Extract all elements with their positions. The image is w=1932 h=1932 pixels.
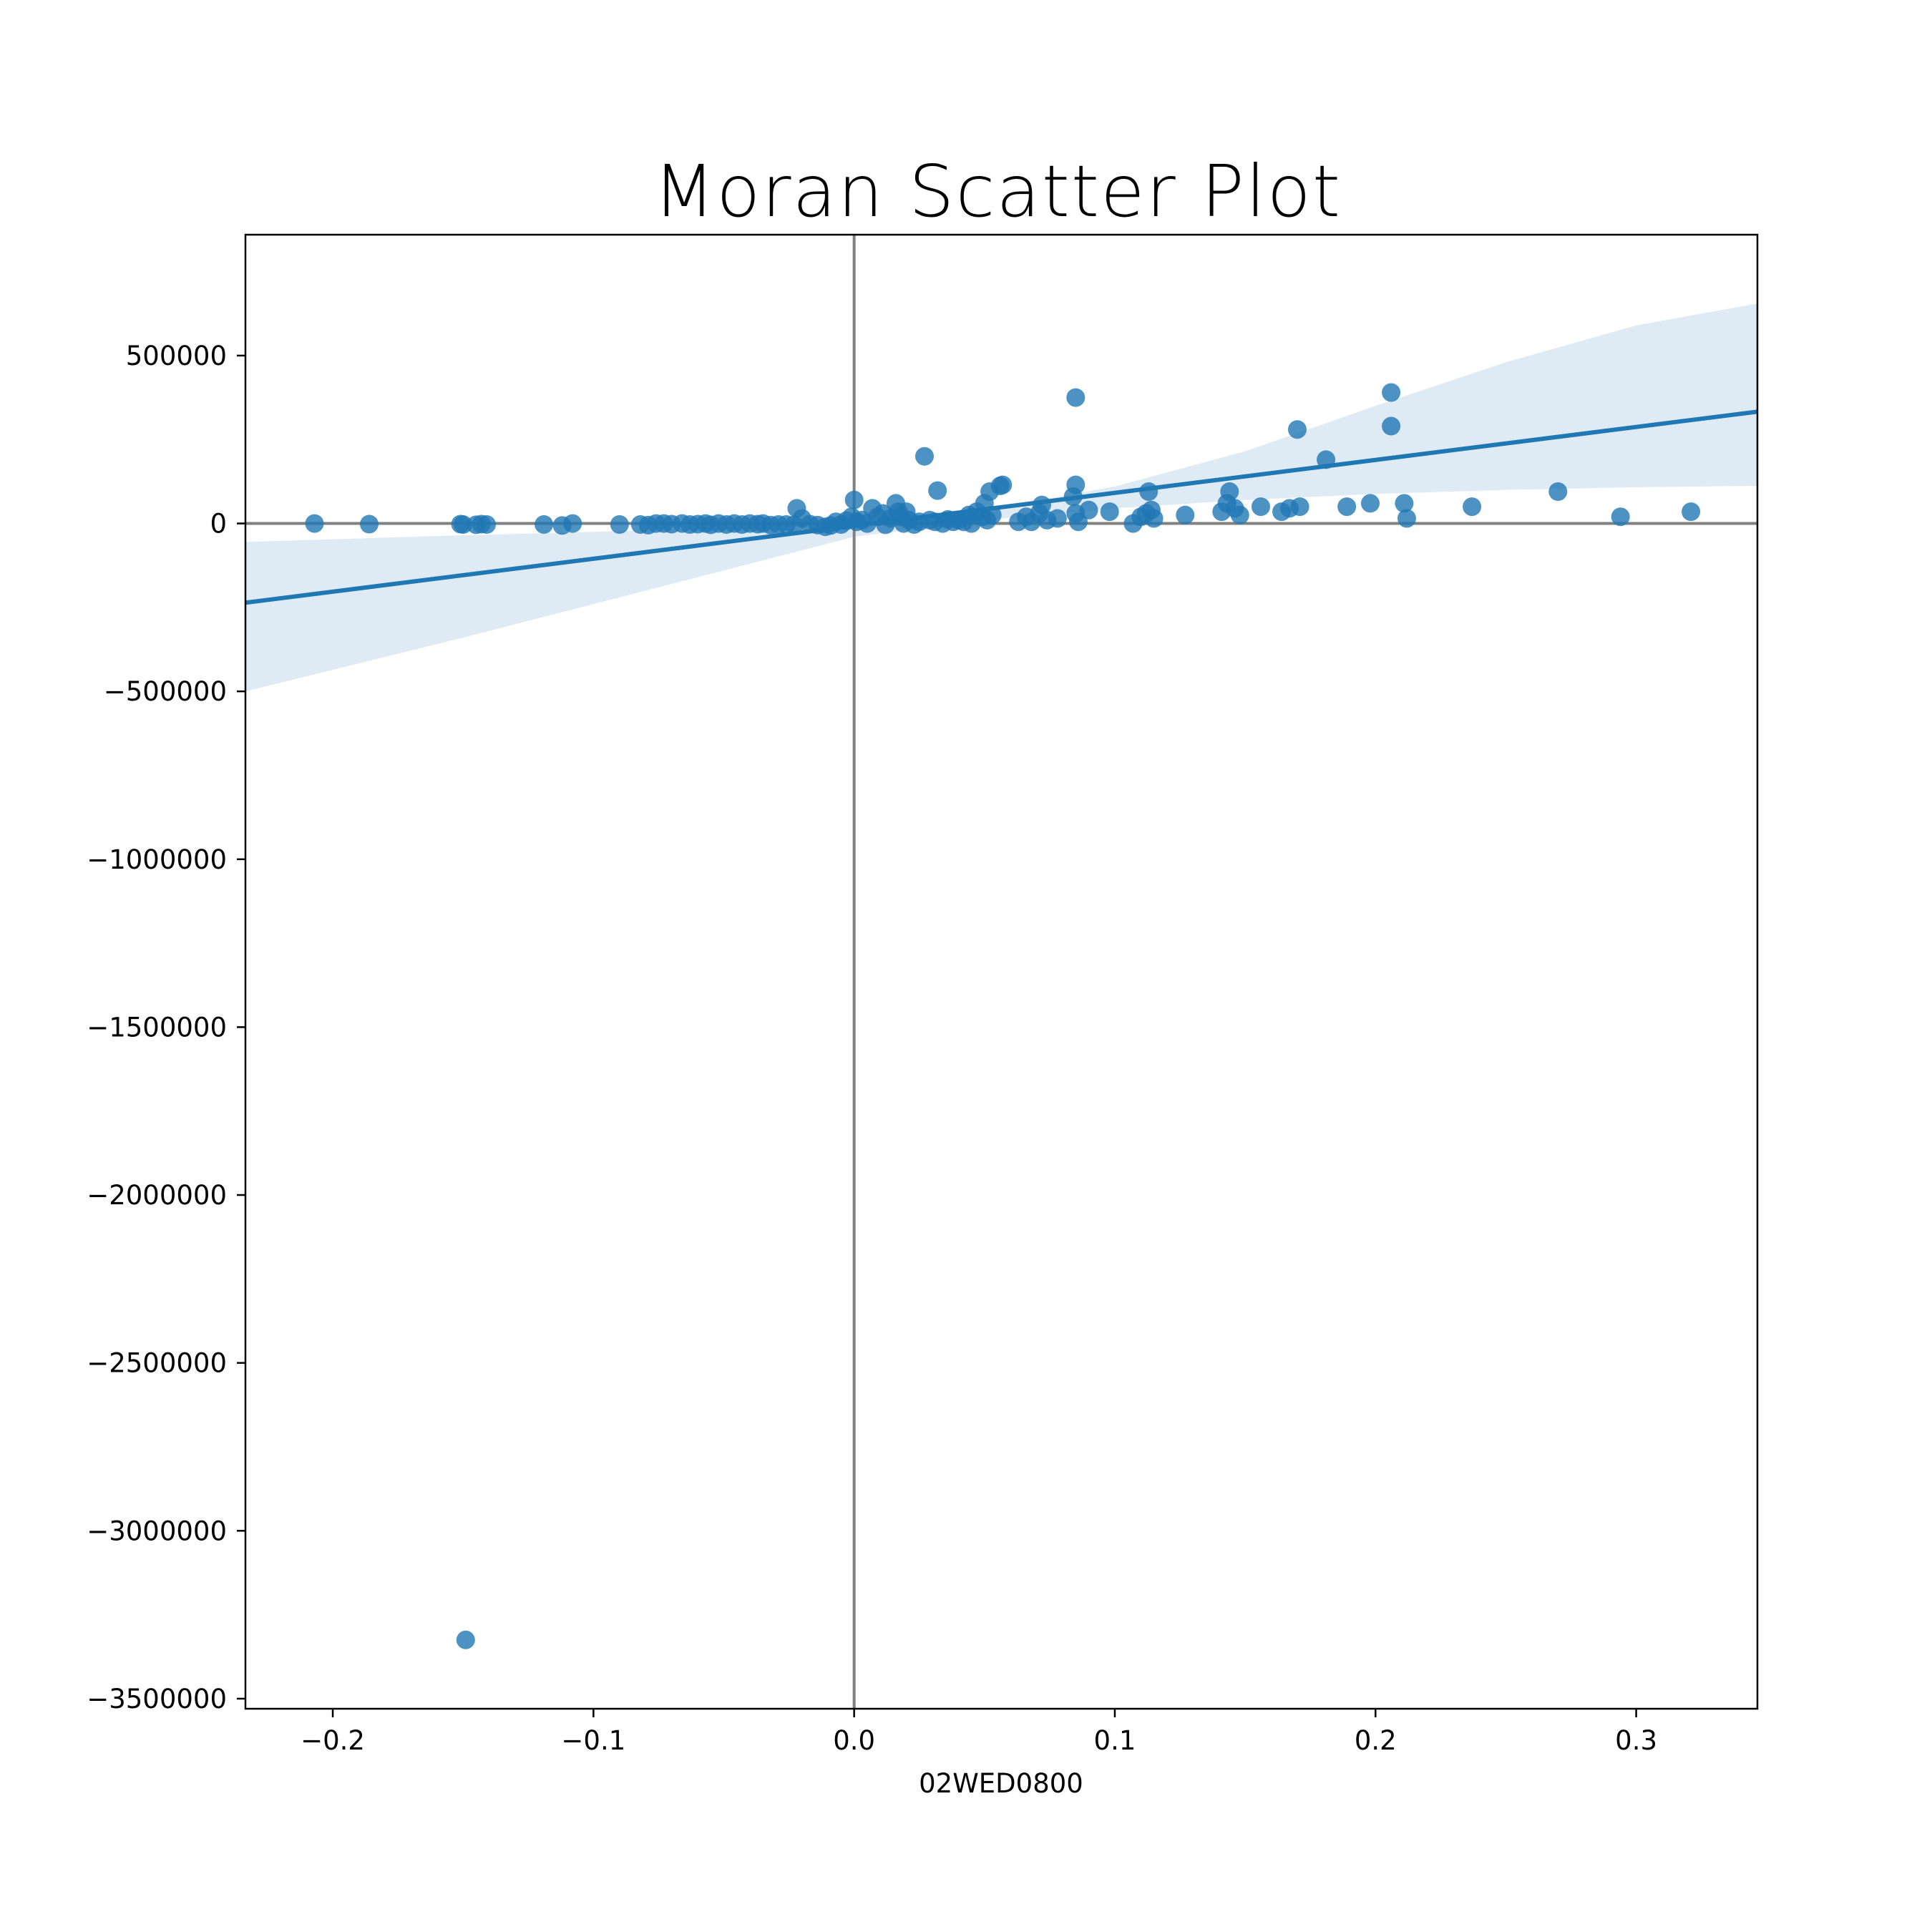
scatter-point xyxy=(1079,500,1098,519)
x-tick-label: 0.2 xyxy=(1355,1725,1397,1756)
scatter-point xyxy=(1048,509,1067,528)
scatter-point xyxy=(1139,482,1158,501)
scatter-point xyxy=(993,475,1013,494)
y-tick-label: −500000 xyxy=(104,676,227,707)
x-tick-label: −0.2 xyxy=(301,1725,365,1756)
scatter-point xyxy=(454,515,473,534)
scatter-point xyxy=(1290,497,1309,517)
scatter-point xyxy=(610,515,629,534)
scatter-point xyxy=(1682,502,1701,522)
scatter-point xyxy=(844,490,864,509)
scatter-point xyxy=(1100,502,1119,522)
scatter-point xyxy=(928,481,947,500)
scatter-point xyxy=(535,515,554,534)
scatter-point xyxy=(305,514,324,533)
scatter-point xyxy=(1066,475,1085,494)
y-tick-label: −2500000 xyxy=(87,1348,227,1379)
y-tick-label: −2000000 xyxy=(87,1180,227,1211)
scatter-point xyxy=(1066,388,1085,407)
y-tick-label: −3000000 xyxy=(87,1516,227,1546)
plot-content xyxy=(245,235,1757,1709)
scatter-point xyxy=(1220,482,1239,501)
scatter-point xyxy=(1288,420,1307,439)
scatter-point xyxy=(1463,497,1482,517)
x-tick-label: 0.1 xyxy=(1094,1725,1136,1756)
scatter-point xyxy=(1548,482,1568,501)
confidence-band xyxy=(245,303,1757,692)
scatter-point xyxy=(1382,383,1401,402)
scatter-point xyxy=(1176,505,1195,525)
x-axis-label: 02WED0800 xyxy=(919,1768,1083,1799)
scatter-point xyxy=(1382,416,1401,436)
scatter-point xyxy=(1337,497,1357,517)
scatter-point xyxy=(1611,507,1630,527)
scatter-point xyxy=(1230,505,1249,525)
plot-frame xyxy=(244,233,1759,1710)
y-axis: 500000 0 −500000 −1000000 −1500000 −2000000 −2… xyxy=(87,341,245,1714)
scatter-point xyxy=(1252,497,1270,517)
scatter-point xyxy=(456,1630,475,1649)
y-tick-label: −3500000 xyxy=(87,1684,227,1714)
y-tick-label: −1500000 xyxy=(87,1012,227,1043)
y-tick-label: 0 xyxy=(210,509,227,540)
y-tick-label: 500000 xyxy=(126,341,227,371)
scatter-point xyxy=(1361,494,1380,513)
plot-area xyxy=(245,235,1757,1709)
x-axis: −0.2 −0.1 0.0 0.1 0.2 0.3 xyxy=(301,1709,1657,1756)
scatter-point xyxy=(477,515,496,534)
y-tick-label: −1000000 xyxy=(87,844,227,875)
scatter-point xyxy=(1144,509,1163,528)
scatter-point xyxy=(915,447,934,466)
x-tick-label: 0.3 xyxy=(1615,1725,1657,1756)
x-tick-label: 0.0 xyxy=(833,1725,875,1756)
x-tick-label: −0.1 xyxy=(561,1725,625,1756)
scatter-point xyxy=(360,514,379,534)
scatter-point xyxy=(1397,509,1416,528)
scatter-point xyxy=(563,514,582,533)
scatter-point xyxy=(1395,494,1414,513)
chart-title: Moran Scatter Plot xyxy=(653,150,1342,233)
regression-line xyxy=(245,409,1757,605)
